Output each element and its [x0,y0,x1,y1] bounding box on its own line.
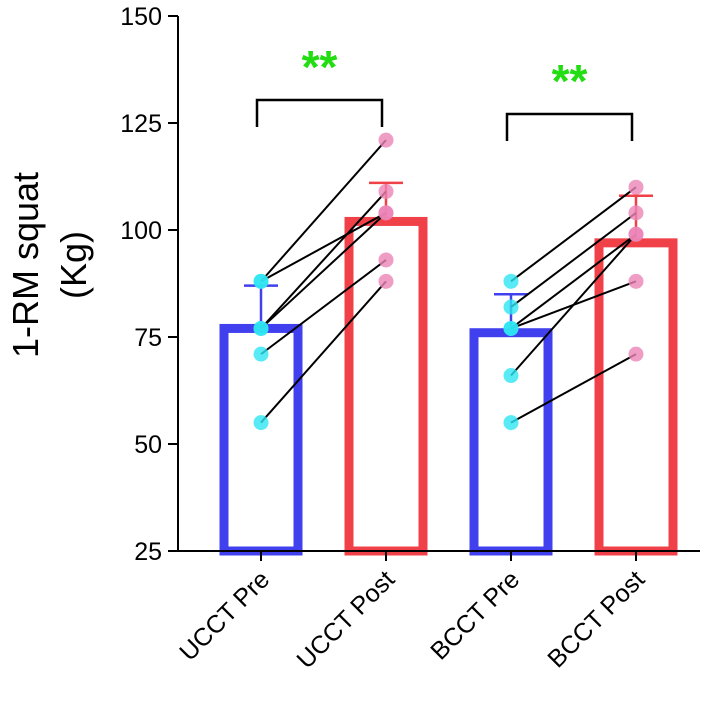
point-post-1-3 [628,226,644,242]
point-pre-0-5 [253,273,269,289]
point-pre-0-3 [253,320,269,336]
x-axis: UCCT Pre UCCT Post BCCT Pre BCCT Post [174,550,700,674]
point-pre-1-5 [503,273,519,289]
point-pre-1-0 [503,415,519,431]
pair-line-0-2 [260,212,387,330]
x-tick-label-1: UCCT Post [291,565,400,674]
pair-line-0-3 [260,190,387,330]
point-pre-1-1 [503,368,519,384]
pair-line-1-3 [510,233,637,330]
point-post-1-2 [628,273,644,289]
bar-3 [594,238,678,556]
pair-line-1-5 [510,186,637,283]
y-axis-title-line-2: (Kg) [53,231,94,299]
point-post-1-4 [628,205,644,221]
point-pre-0-0 [253,415,269,431]
point-pre-1-4 [503,299,519,315]
point-pre-0-1 [253,346,269,362]
sig-label-0: ** [302,41,338,93]
bars [219,216,678,556]
y-axis-title-line-1: 1-RM squat [5,172,46,358]
y-tick-label-150: 150 [120,3,162,31]
point-post-0-1 [378,252,394,268]
significance-brackets: ** ** [255,41,634,141]
y-tick-label-25: 25 [134,538,162,566]
sig-bracket-1 [505,112,634,141]
x-tick-label-0: UCCT Pre [174,565,275,666]
point-pre-1-3 [503,320,519,336]
pair-line-1-0 [510,353,637,424]
y-tick-label-100: 100 [120,217,162,245]
point-post-0-4 [378,205,394,221]
pair-line-0-5 [260,139,387,283]
paired-lines [260,139,637,424]
bar-1 [344,216,428,556]
sig-label-1: ** [552,55,588,107]
bar-2 [469,328,553,556]
point-post-1-5 [628,179,644,195]
bar-0 [219,323,303,556]
point-post-0-5 [378,132,394,148]
pair-line-0-1 [260,259,387,355]
y-axis: 25 50 75 100 125 150 [120,3,179,566]
y-tick-label-75: 75 [134,324,162,352]
point-post-1-0 [628,346,644,362]
y-axis-title: 1-RM squat (Kg) [5,172,94,358]
pair-line-1-4 [510,212,637,308]
point-post-0-3 [378,183,394,199]
pair-line-1-2 [510,280,637,330]
y-tick-label-125: 125 [120,110,162,138]
x-tick-label-2: BCCT Pre [425,565,525,665]
y-tick-label-50: 50 [134,431,162,459]
pair-line-0-4 [260,212,387,283]
x-tick-label-3: BCCT Post [542,565,650,673]
pair-line-0-0 [260,280,387,424]
point-post-0-0 [378,273,394,289]
data-points [253,132,644,431]
sig-bracket-0 [255,98,384,127]
